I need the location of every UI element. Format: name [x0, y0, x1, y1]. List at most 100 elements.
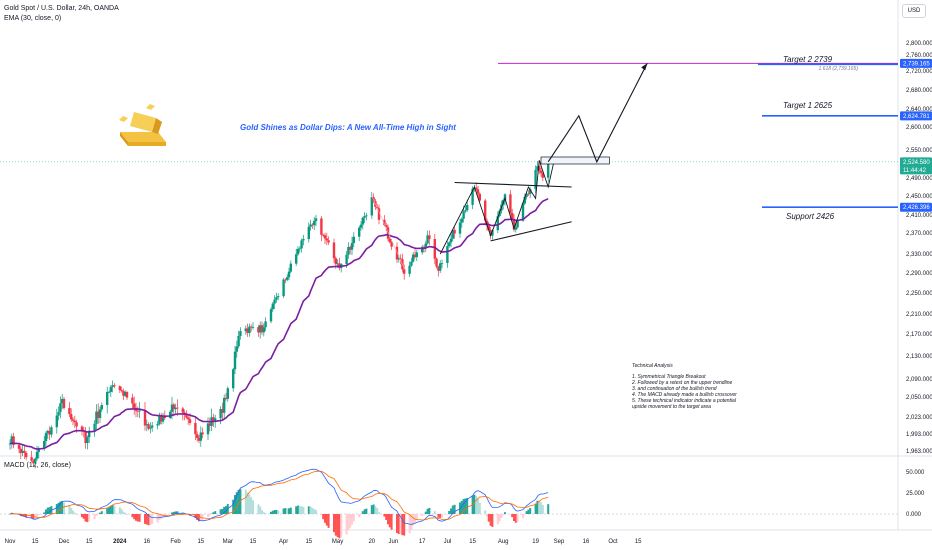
candle-body[interactable]	[233, 351, 237, 370]
candle-body[interactable]	[19, 448, 22, 454]
candle-body[interactable]	[48, 430, 51, 435]
candle-body[interactable]	[296, 248, 300, 255]
candle-body[interactable]	[169, 411, 172, 418]
candle-body[interactable]	[32, 460, 35, 464]
candle-body[interactable]	[424, 243, 427, 248]
candle-body[interactable]	[223, 397, 226, 413]
candle-body[interactable]	[8, 443, 12, 445]
candle-body[interactable]	[514, 227, 517, 230]
candle-body[interactable]	[106, 391, 109, 406]
candle-body[interactable]	[244, 328, 247, 332]
candle-body[interactable]	[163, 416, 166, 418]
candle-body[interactable]	[437, 266, 440, 271]
candle-body[interactable]	[511, 212, 514, 219]
candle-body[interactable]	[363, 216, 366, 218]
candle-body[interactable]	[314, 218, 318, 221]
candle-body[interactable]	[491, 230, 494, 236]
candle-body[interactable]	[88, 430, 91, 438]
candle-body[interactable]	[428, 235, 431, 240]
candle-body[interactable]	[462, 211, 465, 219]
candle-body[interactable]	[410, 261, 413, 266]
candle-body[interactable]	[239, 331, 242, 337]
candle-body[interactable]	[460, 218, 463, 223]
candle-body[interactable]	[264, 321, 267, 328]
candle-body[interactable]	[50, 427, 53, 435]
candle-body[interactable]	[98, 409, 102, 418]
candle-body[interactable]	[345, 254, 348, 265]
candle-body[interactable]	[194, 422, 197, 435]
candle-body[interactable]	[197, 438, 201, 441]
candle-body[interactable]	[226, 388, 229, 399]
candle-body[interactable]	[383, 219, 386, 226]
candle-body[interactable]	[35, 451, 39, 459]
candle-body[interactable]	[547, 161, 550, 178]
candle-body[interactable]	[170, 404, 174, 412]
candle-body[interactable]	[397, 258, 400, 260]
candle-body[interactable]	[332, 242, 336, 259]
candle-body[interactable]	[390, 241, 393, 247]
candle-body[interactable]	[361, 217, 364, 225]
candle-body[interactable]	[176, 407, 179, 409]
candle-body[interactable]	[336, 263, 339, 265]
candle-body[interactable]	[489, 230, 492, 236]
candle-body[interactable]	[37, 448, 40, 452]
candle-body[interactable]	[260, 325, 264, 333]
candle-body[interactable]	[439, 263, 442, 271]
candle-body[interactable]	[476, 189, 480, 194]
candle-body[interactable]	[97, 411, 100, 418]
candle-body[interactable]	[214, 418, 217, 422]
candle-body[interactable]	[12, 436, 15, 445]
candle-body[interactable]	[84, 431, 87, 444]
candle-body[interactable]	[426, 235, 429, 244]
candle-body[interactable]	[237, 336, 240, 347]
candle-body[interactable]	[523, 196, 526, 204]
candle-body[interactable]	[93, 423, 96, 431]
candle-body[interactable]	[232, 369, 235, 389]
candle-body[interactable]	[529, 189, 532, 194]
candle-body[interactable]	[521, 203, 525, 221]
candle-body[interactable]	[68, 407, 71, 415]
candle-body[interactable]	[478, 193, 481, 201]
candle-body[interactable]	[235, 346, 238, 352]
candle-body[interactable]	[311, 224, 314, 226]
candle-body[interactable]	[403, 269, 406, 274]
candle-body[interactable]	[156, 424, 159, 426]
candle-body[interactable]	[251, 327, 255, 328]
candle-body[interactable]	[269, 309, 273, 322]
candle-body[interactable]	[107, 391, 111, 393]
candle-body[interactable]	[471, 188, 474, 205]
candle-body[interactable]	[55, 415, 58, 428]
candle-body[interactable]	[484, 200, 487, 221]
candle-body[interactable]	[275, 297, 278, 300]
candle-body[interactable]	[271, 303, 274, 310]
candle-body[interactable]	[151, 425, 154, 428]
candle-body[interactable]	[100, 405, 103, 410]
candle-body[interactable]	[538, 166, 541, 171]
candle-body[interactable]	[122, 391, 125, 396]
candle-body[interactable]	[212, 417, 215, 422]
candle-body[interactable]	[23, 450, 26, 453]
candle-body[interactable]	[201, 432, 204, 435]
candle-body[interactable]	[158, 414, 161, 425]
candle-body[interactable]	[147, 424, 150, 429]
candle-body[interactable]	[446, 246, 449, 263]
candle-body[interactable]	[161, 416, 165, 422]
candle-body[interactable]	[133, 403, 136, 408]
candle-body[interactable]	[219, 408, 222, 419]
candle-body[interactable]	[257, 327, 260, 333]
candle-body[interactable]	[187, 417, 190, 420]
candle-body[interactable]	[138, 410, 141, 412]
candle-body[interactable]	[395, 246, 399, 260]
candle-body[interactable]	[496, 216, 499, 231]
candle-body[interactable]	[17, 444, 21, 449]
candle-body[interactable]	[399, 258, 402, 260]
candle-body[interactable]	[111, 385, 114, 388]
candle-body[interactable]	[323, 235, 327, 239]
candle-body[interactable]	[451, 229, 454, 239]
candle-body[interactable]	[449, 238, 453, 243]
candle-body[interactable]	[62, 398, 66, 408]
candle-body[interactable]	[199, 432, 202, 441]
candle-body[interactable]	[536, 166, 539, 170]
candle-body[interactable]	[284, 279, 287, 281]
